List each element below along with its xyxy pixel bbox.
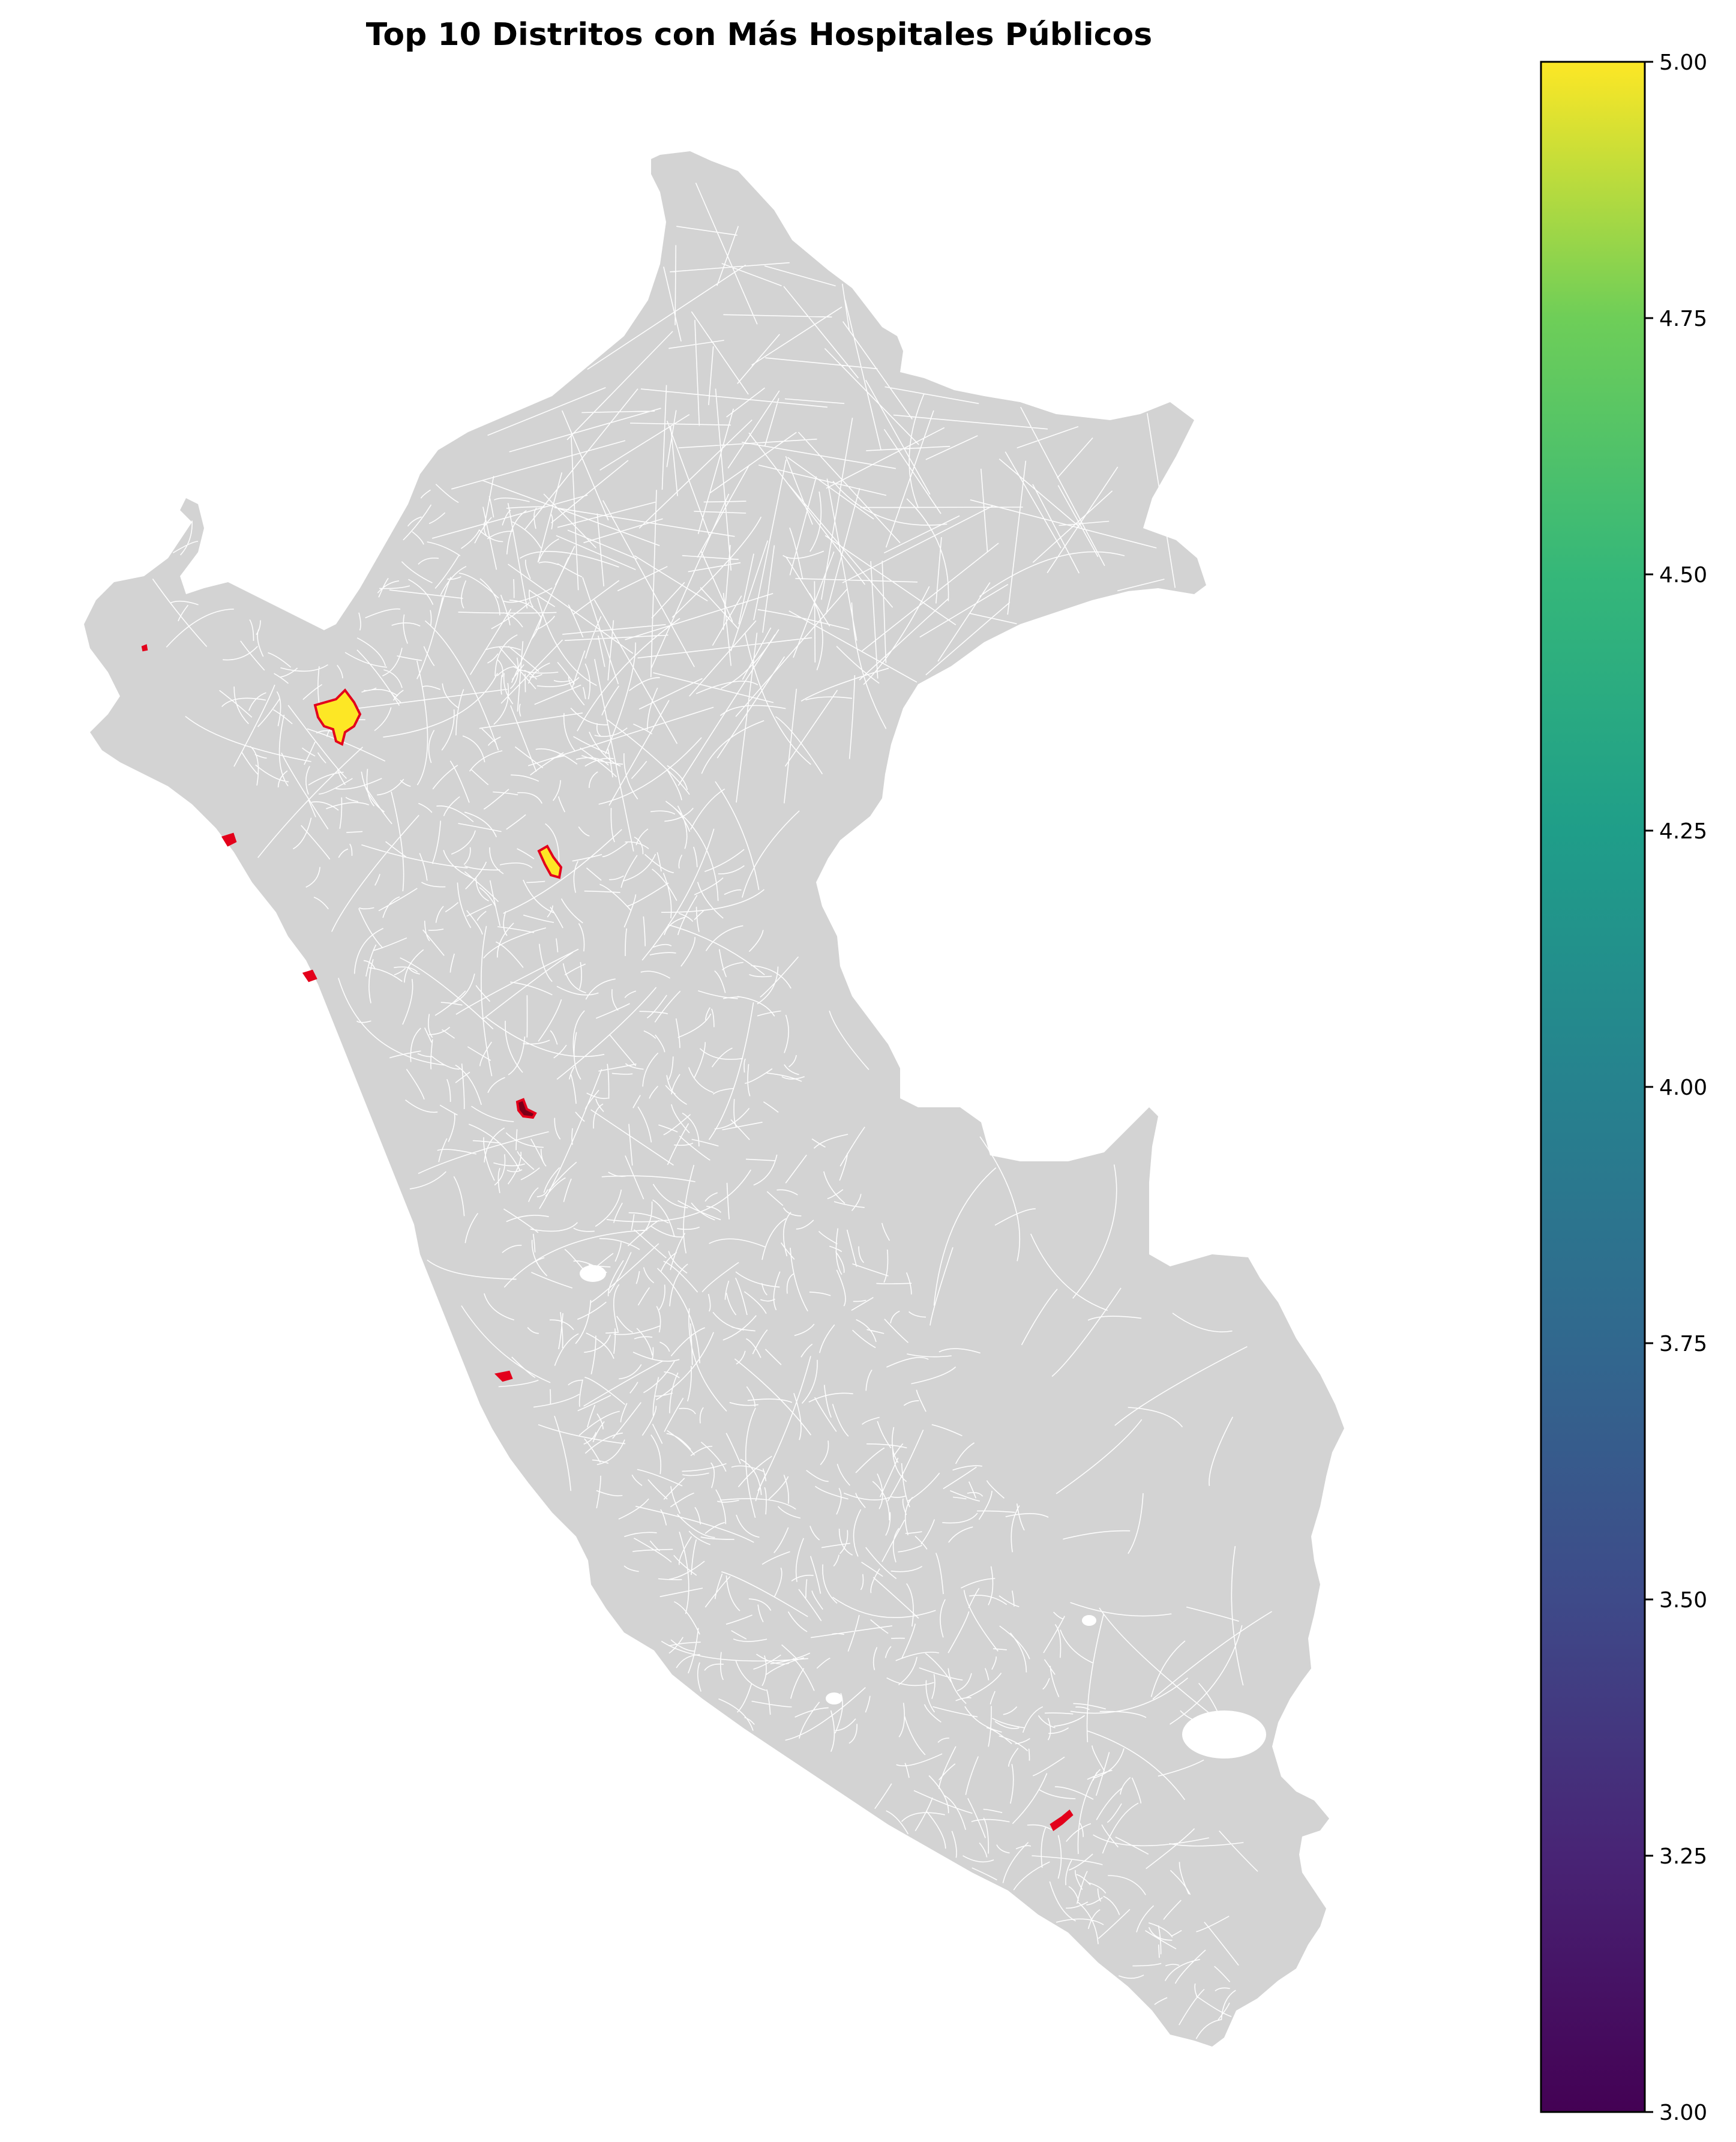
page-title: Top 10 Distritos con Más Hospitales Públ… [365,17,1153,53]
highlighted-district-andes-central [515,1098,537,1119]
highlighted-district-coastal-mid [302,969,317,982]
highlighted-district-south-arequipa [1050,1810,1074,1831]
colorbar-tick-label: 3.75 [1659,1332,1707,1356]
colorbar-tick-label: 5.00 [1659,50,1707,75]
colorbar-tick-label: 3.50 [1659,1588,1707,1613]
colorbar-ticks: 3.00 3.25 3.50 3.75 4.00 4.25 4.50 4.75 5.00 [1645,50,1707,2125]
colorbar-tick-label: 4.25 [1659,819,1707,844]
highlighted-district-coast-lima [494,1370,513,1382]
colorbar-tick-label: 3.25 [1659,1844,1707,1869]
lake-south-b [1082,1615,1096,1626]
country-landmass [84,151,1344,2047]
colorbar-tick-label: 4.75 [1659,307,1707,331]
highlighted-district-north-central [537,844,563,879]
lake-south-a [826,1692,842,1704]
colorbar-tick-label: 4.50 [1659,563,1707,588]
colorbar-gradient [1540,61,1646,2113]
highlighted-district-coastal-north [221,832,237,847]
highlighted-districts [141,644,1074,1831]
highlighted-district-far-northwest [141,644,148,652]
lake-titicaca [1182,1710,1266,1758]
colorbar-tick-label: 4.00 [1659,1076,1707,1100]
peru-district-map [84,151,1344,2047]
lake-north [580,1265,606,1282]
district-borders [152,182,1272,2039]
colorbar-tick-label: 3.00 [1659,2101,1707,2125]
district-border-lines [152,182,1272,2039]
highlighted-district-large-north [313,688,362,746]
